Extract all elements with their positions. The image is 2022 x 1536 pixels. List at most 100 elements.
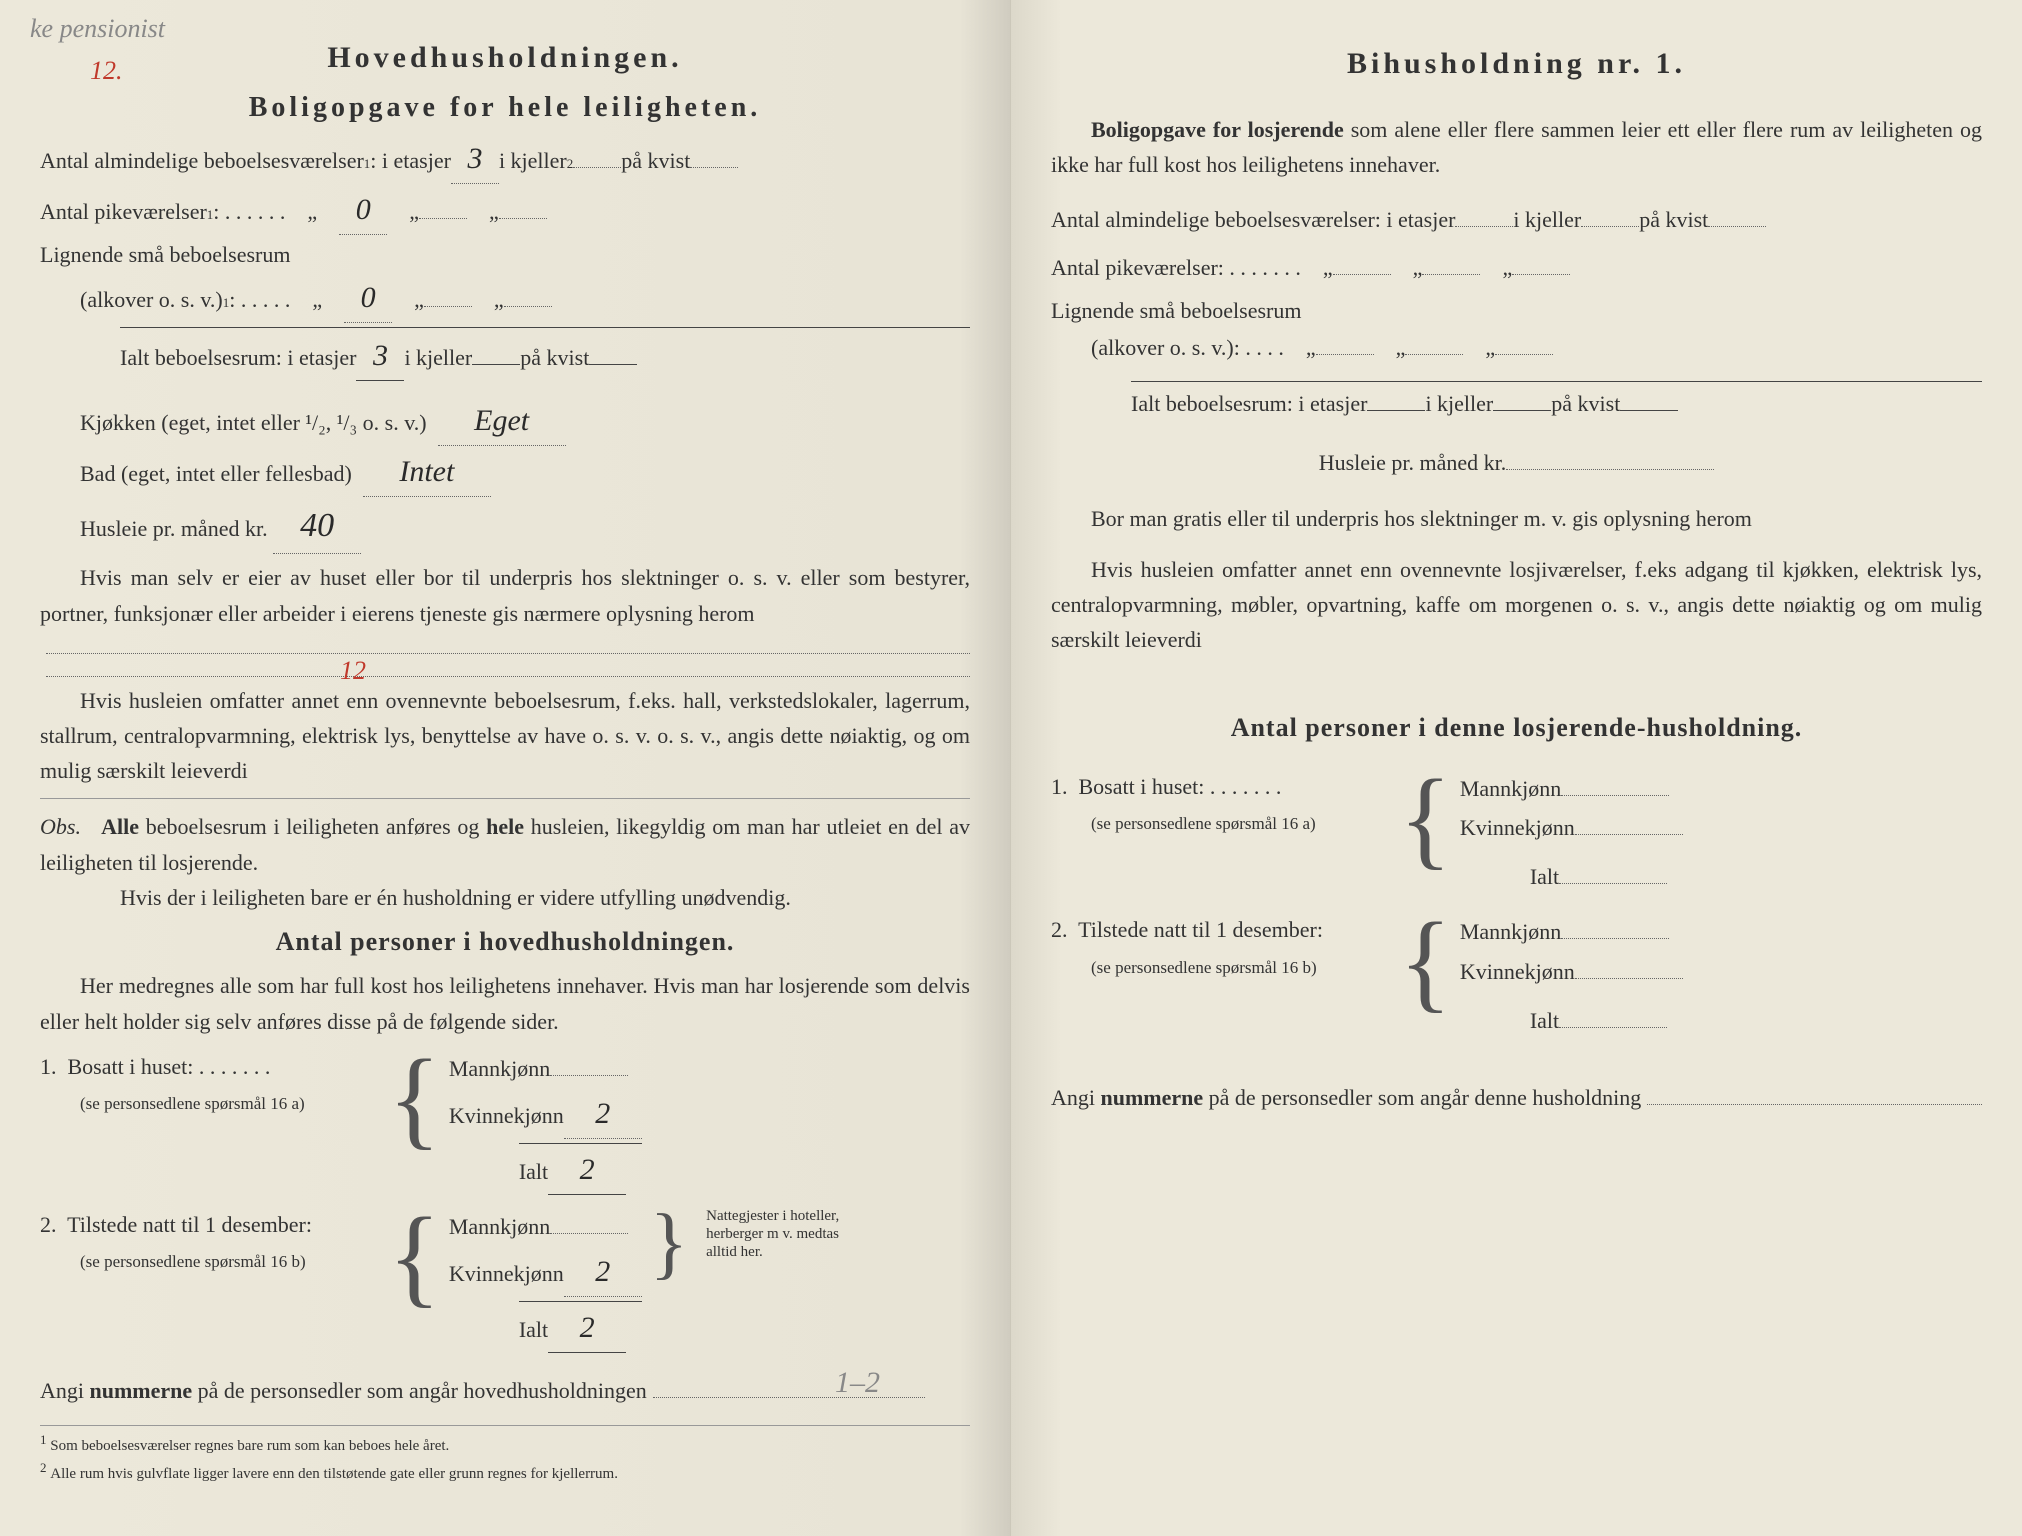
sublabel: (se personsedlene spørsmål 16 a) xyxy=(1091,814,1316,833)
value xyxy=(1506,469,1714,470)
r-counts-item-2: 2. Tilstede natt til 1 desember: (se per… xyxy=(1051,912,1982,1040)
annotation-cursive: ke pensionist xyxy=(30,14,165,43)
blank xyxy=(1495,354,1553,355)
line-kjokken: Kjøkken (eget, intet eller ¹/₂, ¹/₃ o. s… xyxy=(80,397,970,446)
text: på de personsedler som angår hovedhushol… xyxy=(198,1373,647,1408)
value-mann xyxy=(550,1233,628,1234)
label-mann: Mannkjønn xyxy=(1460,914,1561,949)
text: Antal pikeværelser: . . . . . . . xyxy=(1051,250,1301,285)
item2-label-block: 2. Tilstede natt til 1 desember: (se per… xyxy=(40,1207,380,1277)
label-kvinne: Kvinnekjønn xyxy=(1460,810,1575,845)
label: Tilstede natt til 1 desember: xyxy=(67,1212,312,1237)
label-ialt: Ialt xyxy=(519,1312,548,1347)
blank xyxy=(1333,274,1391,275)
r-section2-title: Antal personer i denne losjerende-hushol… xyxy=(1051,707,1982,749)
ditto: „ xyxy=(1396,330,1406,365)
divider xyxy=(40,798,970,799)
ditto: „ xyxy=(489,194,499,229)
text: på kvist xyxy=(520,340,589,375)
label-mann: Mannkjønn xyxy=(449,1051,550,1086)
ditto: „ xyxy=(307,194,317,229)
annotation-number: 12. xyxy=(90,56,123,85)
ditto: „ xyxy=(414,282,424,317)
brace-icon: { xyxy=(388,1207,441,1306)
r-line-total-rooms: Ialt beboelsesrum: i etasjer i kjeller p… xyxy=(1131,381,1982,421)
text: beboelsesrum i leiligheten anføres og xyxy=(146,814,480,839)
text: Bor man gratis eller til underpris hos s… xyxy=(1091,506,1752,531)
blank xyxy=(1512,274,1570,275)
brace-icon: { xyxy=(388,1049,441,1148)
footnotes: 1 Som beboelsesværelser regnes bare rum … xyxy=(40,1425,970,1486)
text: på de personsedler som angår denne husho… xyxy=(1209,1080,1642,1115)
text: (alkover o. s. v.) xyxy=(80,282,223,317)
text: Ialt beboelsesrum: xyxy=(120,340,282,375)
value-kjeller xyxy=(573,167,621,168)
r-item1-label-block: 1. Bosatt i huset: . . . . . . . (se per… xyxy=(1051,769,1391,839)
value-kvinne xyxy=(1575,834,1683,835)
ditto: „ xyxy=(1485,330,1495,365)
dots: : . . . . . . xyxy=(213,194,285,229)
value-kjeller xyxy=(1581,226,1639,227)
value-kvist xyxy=(1708,226,1766,227)
blank xyxy=(1422,274,1480,275)
label-mann: Mannkjønn xyxy=(449,1209,550,1244)
value-kvinne xyxy=(1575,978,1683,979)
text: Antal pikeværelser xyxy=(40,194,207,229)
value-etasjer xyxy=(1367,410,1425,411)
sublabel: (se personsedlene spørsmål 16 b) xyxy=(80,1252,306,1271)
text: Her medregnes alle som har full kost hos… xyxy=(40,973,970,1033)
r-line-lignende: Lignende små beboelsesrum (alkover o. s.… xyxy=(1051,293,1982,365)
right-intro: Boligopgave for losjerende som alene ell… xyxy=(1051,112,1982,182)
sublabel: (se personsedlene spørsmål 16 a) xyxy=(80,1094,305,1113)
item2-values: Mannkjønn Kvinnekjønn2 Ialt2 xyxy=(449,1207,642,1355)
text: Antal almindelige beboelsesværelser: i e… xyxy=(1051,202,1455,237)
num: 2. xyxy=(1051,917,1068,942)
blank-line xyxy=(46,656,970,677)
value-etasjer: 3 xyxy=(356,332,404,381)
left-title-2: Boligopgave for hele leiligheten. xyxy=(40,86,970,131)
blank xyxy=(1405,354,1463,355)
fn-text: Som beboelsesværelser regnes bare rum so… xyxy=(50,1438,449,1454)
r-line-husleie: Husleie pr. måned kr. xyxy=(1051,445,1982,480)
ditto: „ xyxy=(1413,250,1423,285)
line-pikevaerelser: Antal pikeværelser1 : . . . . . . „ 0 „ … xyxy=(40,186,970,235)
text: (alkover o. s. v.): . . . . xyxy=(1091,330,1284,365)
top-annotation: ke pensionist 12. xyxy=(30,8,165,91)
r-item2-values: Mannkjønn Kvinnekjønn Ialt xyxy=(1460,912,1683,1040)
num: 1. xyxy=(40,1054,57,1079)
text: Angi xyxy=(40,1373,84,1408)
ditto: „ xyxy=(1323,250,1333,285)
right-title: Bihusholdning nr. 1. xyxy=(1051,40,1982,88)
ditto: „ xyxy=(1502,250,1512,285)
text: i kjeller xyxy=(499,143,567,178)
value: 0 xyxy=(344,274,392,323)
r-item1-values: Mannkjønn Kvinnekjønn Ialt xyxy=(1460,769,1683,897)
text: Kjøkken (eget, intet eller ¹/₂, ¹/₃ o. s… xyxy=(80,405,427,440)
label: Tilstede natt til 1 desember: xyxy=(1078,917,1323,942)
ditto: „ xyxy=(312,282,322,317)
line-total-rooms: Ialt beboelsesrum: i etasjer 3 i kjeller… xyxy=(120,327,970,381)
r-line-pikevaerelser: Antal pikeværelser: . . . . . . . „ „ „ xyxy=(1051,250,1982,285)
value-kvist xyxy=(690,167,738,168)
text: i etasjer xyxy=(287,340,356,375)
text: på kvist xyxy=(1551,386,1620,421)
section2-intro: Her medregnes alle som har full kost hos… xyxy=(40,968,970,1038)
text: Bad (eget, intet eller fellesbad) xyxy=(80,456,352,491)
label-ialt: Ialt xyxy=(519,1154,548,1189)
value: 0 xyxy=(339,186,387,235)
brace-icon: } xyxy=(650,1207,688,1279)
sublabel: (se personsedlene spørsmål 16 b) xyxy=(1091,958,1317,977)
fn-num: 1 xyxy=(40,1432,47,1447)
item1-values: Mannkjønn Kvinnekjønn2 Ialt2 xyxy=(449,1049,642,1197)
r-counts-item-1: 1. Bosatt i huset: . . . . . . . (se per… xyxy=(1051,769,1982,897)
text: Alle xyxy=(101,814,139,839)
value-kvinne: 2 xyxy=(564,1090,642,1139)
line-lignende: Lignende små beboelsesrum (alkover o. s.… xyxy=(40,237,970,323)
r-item2-label-block: 2. Tilstede natt til 1 desember: (se per… xyxy=(1051,912,1391,982)
label-mann: Mannkjønn xyxy=(1460,771,1561,806)
ditto: „ xyxy=(409,194,419,229)
bottom-line: Angi nummerne på de personsedler som ang… xyxy=(40,1365,970,1413)
brace-icon: { xyxy=(1399,912,1452,1011)
label-kvinne: Kvinnekjønn xyxy=(449,1098,564,1133)
obs-label: Obs. xyxy=(40,814,81,839)
